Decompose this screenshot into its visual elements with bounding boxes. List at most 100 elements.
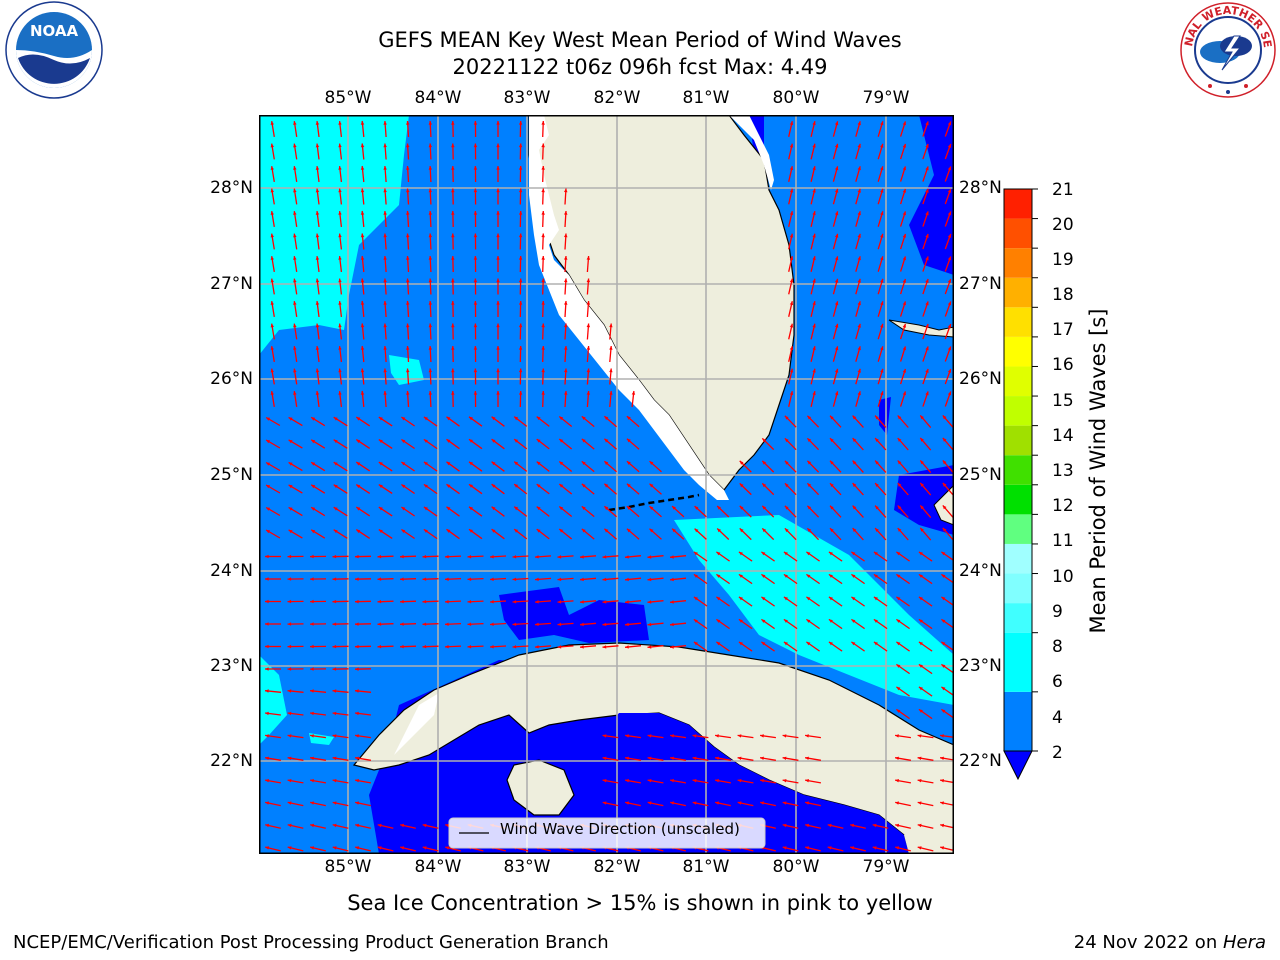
wave-arrow-head xyxy=(514,416,519,421)
wave-arrow-head xyxy=(310,577,314,581)
colorbar-under-triangle xyxy=(1003,750,1033,781)
wave-arrow-head xyxy=(541,391,545,395)
wave-arrow-head xyxy=(401,529,406,533)
wave-arrow-head xyxy=(925,143,929,148)
wave-arrow-head xyxy=(496,143,500,148)
wave-arrow-head xyxy=(355,554,359,559)
wave-arrow-head xyxy=(315,233,320,238)
wave-arrow-head xyxy=(559,529,564,533)
colorbar-tick: 9 xyxy=(1052,602,1063,622)
wave-arrow-head xyxy=(293,368,297,373)
wave-arrow-head xyxy=(782,756,787,760)
wave-arrow-head xyxy=(473,346,478,350)
wave-arrow-head xyxy=(947,189,952,193)
wave-arrow-head xyxy=(880,188,884,193)
wave-arrow-head xyxy=(559,439,564,443)
wave-arrow-head xyxy=(473,368,478,373)
wave-arrow-head xyxy=(604,416,609,420)
wave-arrow-head xyxy=(852,460,857,465)
wave-arrow-head xyxy=(518,188,523,193)
wave-arrow-head xyxy=(287,622,292,626)
wave-arrow-head xyxy=(338,211,342,215)
wave-arrow-head xyxy=(902,121,906,126)
wave-arrow-head xyxy=(564,233,568,238)
wave-arrow-head xyxy=(422,823,427,828)
wave-arrow-head xyxy=(428,323,432,328)
wave-arrow-head xyxy=(852,483,857,487)
chart-title-line1: GEFS MEAN Key West Mean Period of Wind W… xyxy=(378,28,902,52)
wave-arrow-head xyxy=(789,391,794,396)
wave-arrow-head xyxy=(332,644,337,649)
colorbar-tick: 10 xyxy=(1052,567,1074,587)
wave-arrow-head xyxy=(717,528,721,533)
wave-arrow-head xyxy=(446,506,451,511)
wave-arrow-head xyxy=(287,644,292,649)
wave-arrow-head xyxy=(875,415,879,420)
wave-arrow-head xyxy=(293,346,297,350)
wave-arrow-head xyxy=(383,323,387,328)
wave-arrow-head xyxy=(789,323,794,328)
wave-arrow-head xyxy=(609,391,613,395)
legend-label: Wind Wave Direction (unscaled) xyxy=(500,820,740,838)
wave-arrow-head xyxy=(625,577,629,582)
wave-arrow-head xyxy=(445,645,449,649)
wave-arrow-head xyxy=(564,368,568,373)
wave-arrow-head xyxy=(451,323,455,328)
wave-arrow-head xyxy=(602,577,607,582)
wave-arrow-head xyxy=(942,460,947,465)
wave-arrow-head xyxy=(581,416,586,420)
wave-arrow-head xyxy=(812,233,816,238)
wave-arrow-head xyxy=(918,596,923,601)
wave-arrow-head xyxy=(557,600,562,604)
wave-arrow-head xyxy=(355,801,359,805)
wave-arrow-head xyxy=(401,484,406,488)
wave-arrow-head xyxy=(941,664,946,668)
wave-arrow-head xyxy=(602,801,607,805)
wave-arrow-head xyxy=(875,505,879,510)
wave-arrow-head xyxy=(496,211,500,215)
wave-arrow-head xyxy=(649,483,654,488)
wave-arrow-head xyxy=(609,323,613,328)
wave-arrow-head xyxy=(287,577,292,581)
wave-arrow-head xyxy=(469,416,473,421)
wave-arrow-head xyxy=(270,256,274,260)
wave-arrow-head xyxy=(293,188,297,193)
wave-arrow-head xyxy=(604,528,609,533)
wave-arrow-head xyxy=(315,166,320,170)
noaa-logo: NOAA xyxy=(5,1,103,99)
wave-arrow-head xyxy=(783,574,788,578)
wave-arrow-head xyxy=(947,256,952,261)
wave-arrow-head xyxy=(422,555,427,559)
wave-arrow-head xyxy=(626,438,631,443)
wave-arrow-head xyxy=(827,823,832,828)
wave-arrow-head xyxy=(428,368,432,373)
wave-arrow-head xyxy=(293,233,297,238)
wave-arrow-head xyxy=(266,462,271,466)
wave-arrow-head xyxy=(609,368,613,373)
wave-arrow-head xyxy=(446,529,451,533)
wave-arrow-head xyxy=(850,846,855,850)
lon-tick-bottom: 81°W xyxy=(682,857,730,877)
wave-arrow-head xyxy=(514,529,519,533)
wave-arrow-head xyxy=(670,756,674,760)
colorbar-tick: 17 xyxy=(1052,320,1074,340)
wave-arrow-head xyxy=(581,438,586,443)
wave-arrow-head xyxy=(761,596,766,601)
wave-arrow-head xyxy=(332,599,337,604)
colorbar-level xyxy=(1004,307,1032,337)
wave-arrow-head xyxy=(338,346,342,350)
wave-arrow-head xyxy=(895,734,899,738)
wave-arrow-head xyxy=(784,460,789,465)
wave-arrow-head xyxy=(541,323,545,328)
wave-arrow-head xyxy=(940,801,944,805)
wave-arrow-head xyxy=(738,619,743,623)
map-frame xyxy=(259,115,954,854)
wave-arrow-head xyxy=(377,644,382,649)
wave-period-4to6-patch xyxy=(389,355,424,385)
wave-arrow-head xyxy=(265,801,269,805)
colorbar-frame xyxy=(1003,188,1033,752)
wave-arrow-head xyxy=(647,756,652,760)
wave-arrow-head xyxy=(716,641,721,646)
wave-arrow-head xyxy=(310,689,314,693)
wave-arrow-head xyxy=(925,233,929,238)
